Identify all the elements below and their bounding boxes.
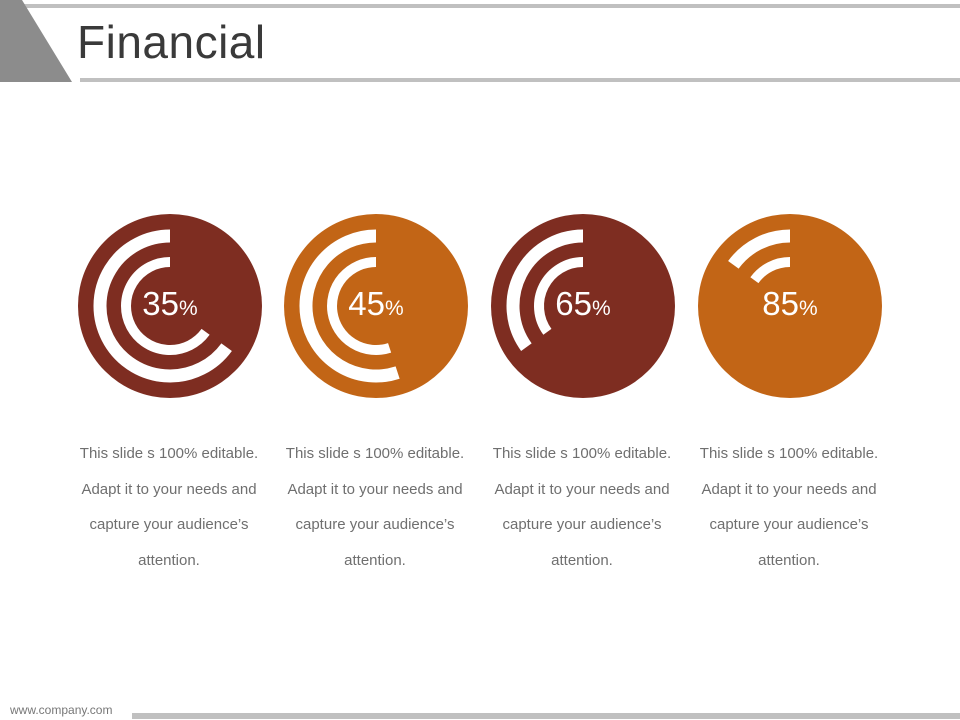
gauge-inner-ring xyxy=(534,257,584,335)
footer-url: www.company.com xyxy=(10,703,113,717)
gauge-inner-ring xyxy=(327,257,392,355)
percentage-label: 35% xyxy=(78,286,262,322)
gauge-outer-ring xyxy=(93,229,232,383)
gauge-outer-ring xyxy=(506,229,584,351)
percent-sign: % xyxy=(592,297,611,320)
card-description: This slide s 100% editable. Adapt it to … xyxy=(699,445,879,569)
gauge-inner-ring xyxy=(121,257,210,355)
percentage-label: 45% xyxy=(284,286,468,322)
header-top-bar xyxy=(20,4,960,8)
percentage-gauge xyxy=(78,214,262,398)
gauge-outer-ring xyxy=(728,229,791,269)
gauge-inner-ring xyxy=(750,257,791,284)
slide-title: Financial xyxy=(77,16,266,68)
percent-sign: % xyxy=(799,297,818,320)
gauge-outer-ring xyxy=(299,229,400,383)
card-description: This slide s 100% editable. Adapt it to … xyxy=(285,445,465,569)
percent-sign: % xyxy=(385,297,404,320)
header-corner-triangle xyxy=(0,0,72,82)
percentage-gauge xyxy=(284,214,468,398)
percentage-value: 35 xyxy=(142,285,180,322)
percentage-value: 85 xyxy=(762,285,800,322)
title-underline xyxy=(80,78,960,82)
percentage-value: 45 xyxy=(348,285,386,322)
card-description: This slide s 100% editable. Adapt it to … xyxy=(79,445,259,569)
percentage-gauge xyxy=(491,214,675,398)
percentage-gauge xyxy=(698,214,882,398)
percent-sign: % xyxy=(179,297,198,320)
footer-bar xyxy=(132,713,960,719)
card-description: This slide s 100% editable. Adapt it to … xyxy=(492,445,672,569)
percentage-label: 85% xyxy=(698,286,882,322)
percentage-label: 65% xyxy=(491,286,675,322)
percentage-value: 65 xyxy=(555,285,593,322)
